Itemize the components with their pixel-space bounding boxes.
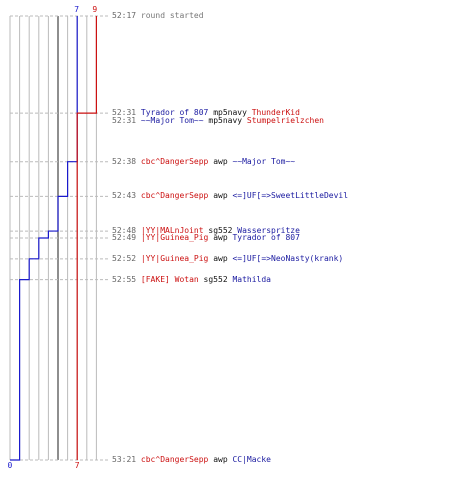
series-line-blue — [10, 16, 78, 461]
event-player: Stumpelrielzchen — [246, 116, 324, 126]
event-player: <=]UF[=>NeoNasty(krank) — [232, 253, 344, 263]
event-weapon: mp5navy — [208, 116, 243, 126]
event-player: cbc^DangerSepp — [140, 455, 209, 464]
event-row: 52:52 |YY|Guinea_Pig awp <=]UF[=>NeoNast… — [112, 254, 343, 264]
series-line-red — [76, 16, 97, 460]
event-time: 52:31 — [112, 108, 137, 118]
event-player: Mathilda — [232, 274, 271, 284]
event-row: 53:21 cbc^DangerSepp awp CC|Macke — [112, 455, 271, 465]
event-player: |YY|Guinea_Pig — [140, 253, 209, 263]
event-row: 52:49 |YY|Guinea_Pig awp Tyrador of 807 — [112, 233, 300, 243]
event-player: [FAKE] Wotan — [140, 274, 199, 284]
event-weapon: awp — [213, 253, 228, 263]
event-time: 52:52 — [112, 253, 137, 263]
event-time: 52:55 — [112, 274, 137, 284]
series-start-label: 7 — [74, 5, 79, 14]
event-row: 52:38 cbc^DangerSepp awp ~~Major Tom~~ — [112, 157, 295, 167]
event-player: Tyrador of 807 — [232, 233, 300, 242]
event-weapon: awp — [213, 191, 228, 201]
event-weapon: sg552 — [208, 226, 233, 236]
event-time: 52:38 — [112, 156, 137, 166]
event-player: ~~Major Tom~~ — [232, 156, 296, 166]
series-start-label: 9 — [92, 5, 97, 14]
event-row: 52:43 cbc^DangerSepp awp <=]UF[=>SweetLi… — [112, 191, 348, 201]
event-weapon: awp — [213, 233, 228, 242]
event-player: CC|Macke — [232, 455, 271, 464]
event-player: <=]UF[=>SweetLittleDevil — [232, 191, 349, 201]
event-time: 52:43 — [112, 191, 137, 201]
event-message: round started — [140, 11, 204, 20]
event-row: 52:17 round started — [112, 11, 204, 21]
event-player: cbc^DangerSepp — [140, 191, 209, 201]
event-time: 52:17 — [112, 11, 137, 20]
event-time: 53:21 — [112, 455, 137, 464]
series-end-label: 7 — [75, 461, 80, 470]
event-player: |YY|MALnJoint — [140, 226, 204, 236]
event-weapon: awp — [213, 156, 228, 166]
event-player: ThunderKid — [251, 108, 300, 118]
event-player: cbc^DangerSepp — [140, 156, 209, 166]
event-row: 52:48 |YY|MALnJoint sg552 Wasserspritze — [112, 226, 300, 236]
event-row: 52:31 Tyrador of 807 mp5navy ThunderKid — [112, 108, 300, 118]
event-weapon: awp — [213, 455, 228, 464]
event-time: 52:48 — [112, 226, 137, 236]
event-time: 52:31 — [112, 116, 137, 126]
event-player: ~~Major Tom~~ — [140, 116, 204, 126]
event-time: 52:49 — [112, 233, 137, 242]
event-player: Wasserspritze — [237, 226, 300, 236]
series-end-label: 0 — [8, 461, 13, 470]
event-row: 52:31 ~~Major Tom~~ mp5navy Stumpelrielz… — [112, 116, 324, 126]
event-weapon: mp5navy — [213, 108, 247, 118]
event-row: 52:55 [FAKE] Wotan sg552 Mathilda — [112, 275, 271, 285]
event-weapon: sg552 — [203, 274, 228, 284]
event-player: |YY|Guinea_Pig — [140, 233, 209, 242]
event-player: Tyrador of 807 — [140, 108, 209, 118]
